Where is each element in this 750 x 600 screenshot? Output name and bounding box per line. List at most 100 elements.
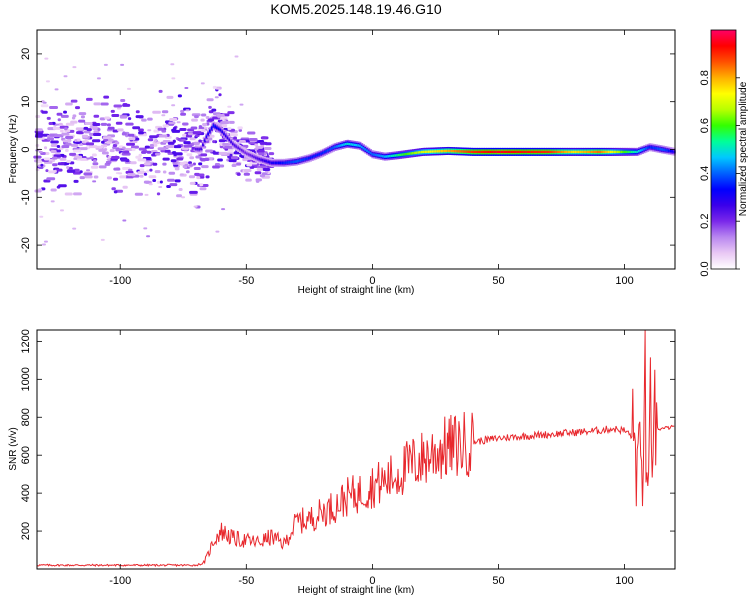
spectrogram-cell [60, 129, 64, 133]
spectrogram-cell [93, 175, 99, 179]
spectrogram-ridge-cell [535, 150, 538, 154]
spectrogram-ridge-cell [371, 153, 374, 156]
spectrogram-cell [212, 151, 220, 155]
spectrogram-ridge-cell [452, 149, 455, 153]
x-tick-label: 0 [369, 575, 375, 587]
x-tick-label: -50 [238, 575, 254, 587]
spectrogram-cell [148, 183, 153, 186]
spectrogram-cell [101, 140, 105, 144]
spectrogram-cell [106, 123, 111, 127]
spectrogram-cell [115, 121, 123, 125]
spectrogram-cell [169, 118, 178, 122]
spectrogram-cell [189, 156, 195, 160]
spectrogram-ridge-cell [293, 160, 297, 163]
spectrogram-ridge-cell [581, 150, 584, 154]
spectrogram-ridge-cell [283, 161, 286, 165]
spectrogram-cell [65, 142, 72, 146]
spectrogram-cell [191, 118, 198, 122]
spectrogram-cell [100, 102, 109, 106]
spectrogram-cell [61, 132, 70, 136]
spectrogram-y-label: Frequency (Hz) [8, 115, 19, 184]
snr-panel: -100 -50 0 50 100 200 400 600 800 1000 1200 Heigh… [8, 329, 676, 596]
spectrogram-cell [122, 167, 131, 171]
spectrogram-ridge-cell [592, 150, 595, 154]
spectrogram-cell [78, 119, 86, 123]
spectrogram-cell [118, 172, 123, 175]
spectrogram-cell [141, 150, 147, 154]
spectrogram-cell [41, 243, 46, 246]
spectrogram-ridge-cell [664, 148, 667, 152]
spectrogram-ridge-cell [645, 147, 648, 150]
spectrogram-ridge-cell [286, 161, 290, 164]
spectrogram-cell [85, 142, 95, 146]
spectrogram-ridge-cell [447, 149, 450, 153]
spectrogram-cell [106, 176, 112, 180]
spectrogram-ridge-cell [316, 153, 320, 157]
spectrogram-ridge-cell [523, 150, 526, 154]
spectrogram-ridge-cell [203, 139, 207, 142]
spectrogram-ridge-cell [473, 150, 477, 154]
spectrogram-cell [61, 145, 70, 149]
spectrogram-ridge-cell [655, 147, 658, 150]
spectrogram-ridge-cell [216, 126, 219, 130]
spectrogram-cell [122, 185, 128, 189]
snr-x-label: Height of straight line (km) [298, 585, 415, 596]
spectrogram-cell [159, 180, 163, 184]
spectrogram-cell [70, 120, 78, 124]
spectrogram-cell [205, 149, 214, 153]
spectrogram-ridge-cell [503, 150, 507, 154]
spectrogram-cell [138, 131, 144, 135]
spectrogram-cell [35, 168, 40, 172]
spectrogram-ridge-cell [295, 160, 298, 163]
spectrogram-cell [91, 139, 101, 143]
spectrogram-ridge-cell [392, 154, 395, 157]
spectrogram-ridge-cell [306, 157, 309, 160]
spectrogram-cell [93, 132, 102, 136]
spectrogram-cell [116, 107, 121, 110]
spectrogram-ridge-cell [502, 150, 505, 154]
spectrogram-cell [153, 129, 160, 133]
spectrogram-cell [236, 162, 242, 166]
spectrogram-cell [115, 148, 121, 152]
x-tick-label: 50 [492, 275, 504, 287]
spectrogram-cell [242, 158, 248, 162]
spectrogram-cell [104, 116, 110, 120]
spectrogram-cell [95, 147, 100, 150]
spectrogram-cell [149, 168, 153, 172]
spectrogram-ridge-cell [569, 150, 572, 154]
spectrogram-ridge-cell [231, 142, 235, 146]
spectrogram-cell [172, 126, 177, 130]
spectrogram-ridge-cell [479, 150, 482, 154]
spectrogram-cell [86, 157, 91, 160]
spectrogram-ridge-cell [480, 150, 484, 154]
spectrogram-cell [156, 180, 161, 184]
spectrogram-cell [231, 163, 237, 167]
spectrogram-cell [195, 155, 202, 159]
spectrogram-cell [212, 165, 220, 169]
spectrogram-cell [121, 132, 127, 136]
spectrogram-ridge-cell [622, 150, 625, 154]
spectrogram-cell [48, 170, 56, 174]
spectrogram-ridge-cell [505, 150, 508, 154]
colorbar-ticks: 0.0 0.2 0.4 0.6 0.8 [699, 70, 740, 277]
spectrogram-cell [205, 175, 210, 179]
spectrogram-cell [122, 146, 126, 150]
y-tick-label: 0 [20, 146, 32, 152]
spectrogram-ridge-cell [406, 152, 410, 156]
spectrogram-ridge-cell [436, 150, 440, 153]
spectrogram-ridge-cell [472, 150, 475, 154]
y-tick-label: 20 [20, 48, 32, 60]
spectrogram-cell [193, 166, 201, 170]
spectrogram-ridge-cell [360, 145, 364, 149]
y-tick-label: 800 [20, 408, 32, 426]
spectrogram-cell [166, 184, 171, 188]
spectrogram-cell [201, 157, 210, 161]
spectrogram-ridge-cell [464, 150, 468, 153]
spectrogram-ridge-cell [482, 150, 485, 154]
spectrogram-cell [263, 146, 272, 150]
spectrogram-cell [259, 165, 267, 169]
spectrogram-cell [125, 122, 134, 126]
spectrogram-ridge-cell [274, 161, 277, 165]
spectrogram-ridge-cell [486, 150, 489, 154]
spectrogram-ridge-cell [267, 160, 270, 164]
